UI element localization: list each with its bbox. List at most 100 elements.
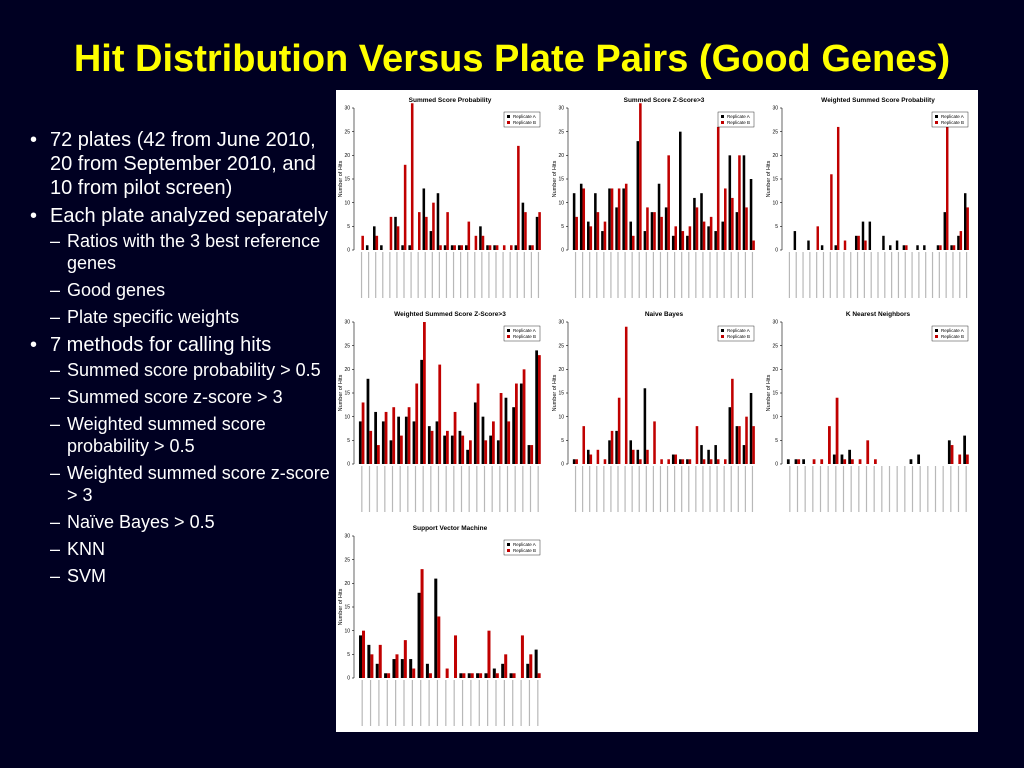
y-tick-label: 5 — [347, 438, 350, 444]
legend-swatch — [507, 121, 510, 124]
bar-replicate-b — [432, 202, 435, 250]
chart-title: Weighted Summed Score Z-Score>3 — [394, 311, 506, 318]
bar-replicate-b — [958, 454, 962, 464]
legend-label: Replicate B — [513, 120, 536, 125]
bar-replicate-a — [889, 245, 892, 250]
y-axis-label: Number of Hits — [766, 160, 772, 197]
bar-replicate-a — [450, 245, 454, 250]
legend-swatch — [721, 329, 724, 332]
bar-replicate-a — [366, 378, 370, 464]
y-tick-label: 0 — [775, 462, 778, 468]
y-tick-label: 25 — [344, 557, 350, 563]
bar-replicate-b — [820, 459, 824, 464]
bar-replicate-b — [517, 145, 520, 250]
bar-replicate-a — [535, 216, 539, 250]
bar-replicate-a — [412, 421, 416, 464]
bar-replicate-a — [742, 445, 746, 464]
bar-replicate-b — [502, 245, 506, 250]
bar-replicate-b — [474, 235, 478, 250]
bar-replicate-a — [394, 216, 397, 250]
bar-replicate-a — [479, 226, 482, 250]
chart-panel: Summed Score Probability Number of Hits 0 5… — [338, 97, 541, 298]
bar-replicate-a — [489, 435, 493, 464]
y-tick-label: 0 — [561, 248, 564, 254]
bar-replicate-a — [615, 430, 618, 464]
y-tick-label: 15 — [772, 391, 778, 397]
legend-label: Replicate A — [727, 114, 750, 119]
bar-replicate-a — [496, 440, 500, 464]
bar-replicate-b — [858, 459, 862, 464]
sub-bullet-item: Plate specific weights — [50, 306, 330, 328]
y-tick-label: 5 — [775, 224, 778, 230]
bar-replicate-b — [395, 654, 399, 678]
bar-replicate-a — [572, 459, 576, 464]
bar-replicate-a — [707, 449, 710, 464]
bar-replicate-b — [966, 454, 969, 464]
bar-replicate-a — [465, 245, 468, 250]
bar-replicate-b — [639, 459, 642, 464]
slide-title: Hit Distribution Versus Plate Pairs (Goo… — [73, 38, 951, 80]
bar-replicate-b — [428, 673, 432, 678]
bar-replicate-b — [470, 673, 474, 678]
bar-replicate-b — [384, 411, 388, 464]
bar-replicate-a — [636, 141, 640, 250]
bar-replicate-a — [909, 459, 913, 464]
bar-replicate-b — [403, 164, 407, 250]
bar-replicate-a — [895, 240, 899, 250]
bar-replicate-a — [840, 454, 844, 464]
y-tick-label: 15 — [344, 391, 350, 397]
y-tick-label: 5 — [347, 224, 350, 230]
bar-replicate-b — [752, 426, 755, 464]
sub-bullet-item: Summed score z-score > 3 — [50, 386, 330, 408]
chart-panel: Summed Score Z-Score>3 Number of Hits 0 5 10… — [552, 97, 755, 298]
bar-replicate-a — [707, 226, 710, 250]
y-tick-label: 30 — [344, 320, 350, 326]
bar-replicate-b — [589, 454, 593, 464]
bar-replicate-b — [392, 407, 396, 464]
bar-replicate-a — [450, 435, 454, 464]
bar-replicate-b — [575, 216, 578, 250]
bar-replicate-a — [481, 416, 485, 464]
bar-replicate-a — [601, 231, 604, 250]
bar-replicate-a — [572, 193, 576, 250]
bar-replicate-b — [403, 640, 407, 678]
y-tick-label: 30 — [772, 320, 778, 326]
bar-replicate-b — [828, 426, 831, 464]
bar-replicate-a — [521, 202, 525, 250]
bar-replicate-b — [460, 245, 464, 250]
bar-replicate-b — [603, 221, 607, 250]
bar-replicate-a — [963, 435, 967, 464]
bar-replicate-b — [479, 673, 483, 678]
y-tick-label: 30 — [558, 106, 564, 112]
bar-replicate-b — [681, 459, 685, 464]
sub-bullet-item: Weighted summed score z-score > 3 — [50, 462, 330, 506]
y-tick-label: 0 — [347, 462, 350, 468]
bar-replicate-b — [537, 673, 541, 678]
bar-replicate-b — [709, 216, 713, 250]
bar-replicate-b — [724, 188, 727, 250]
bar-replicate-a — [964, 193, 967, 250]
bar-replicate-b — [702, 221, 706, 250]
bullet-text: 7 methods for calling hits — [50, 334, 272, 356]
y-tick-label: 25 — [558, 343, 564, 349]
bar-replicate-b — [512, 673, 516, 678]
bar-replicate-a — [359, 635, 363, 678]
bar-replicate-a — [534, 649, 538, 678]
bar-replicate-b — [524, 212, 527, 250]
bar-replicate-b — [492, 421, 495, 464]
y-tick-label: 5 — [347, 652, 350, 658]
bar-replicate-b — [495, 245, 499, 250]
y-axis-label: Number of Hits — [552, 160, 558, 197]
bar-replicate-a — [643, 388, 647, 464]
bar-replicate-b — [453, 411, 457, 464]
bar-replicate-b — [939, 245, 942, 250]
bar-replicate-b — [469, 440, 472, 464]
bar-replicate-b — [369, 430, 373, 464]
y-tick-label: 10 — [772, 414, 778, 420]
bar-replicate-b — [437, 616, 441, 678]
bar-replicate-b — [603, 459, 607, 464]
bar-replicate-a — [714, 445, 717, 464]
bar-replicate-b — [362, 630, 366, 678]
y-tick-label: 30 — [558, 320, 564, 326]
bar-replicate-b — [438, 364, 442, 464]
